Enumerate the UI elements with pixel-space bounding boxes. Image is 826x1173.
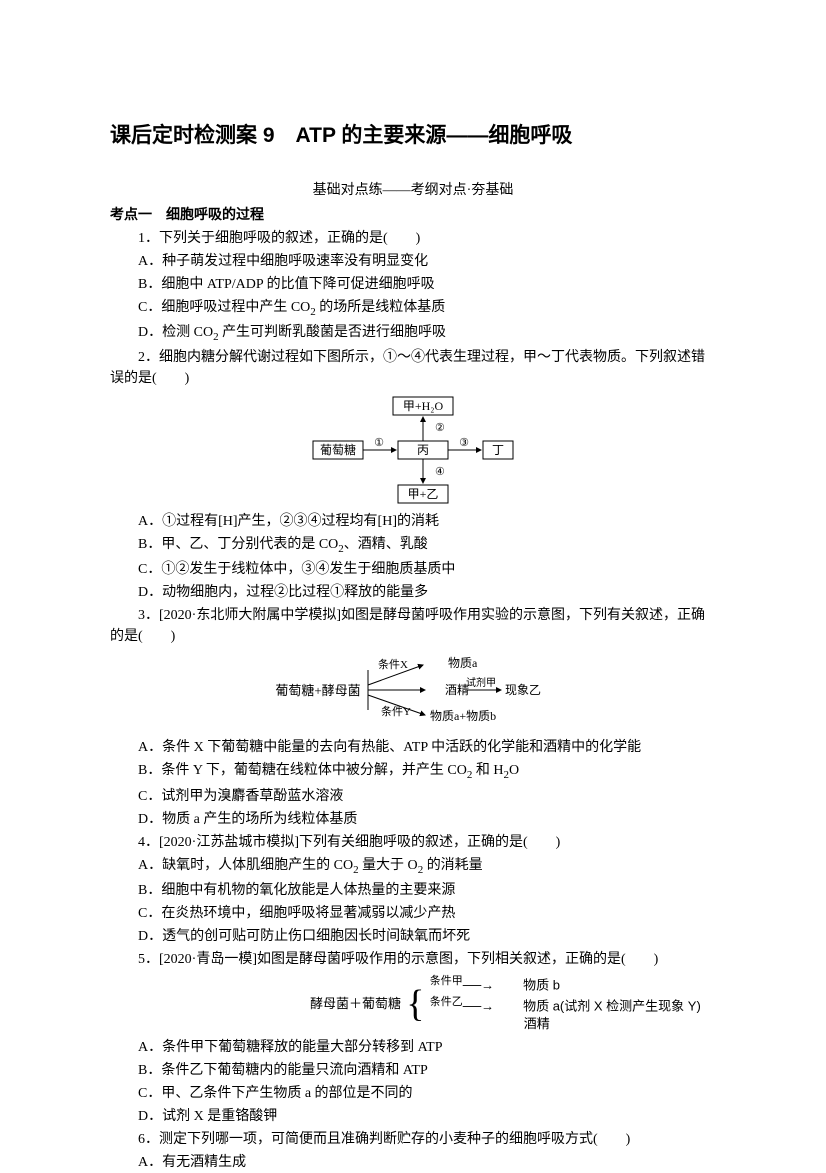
q5-diagram: 酵母菌＋葡萄糖 { 条件甲──→ 物质 b 条件乙──→ 物质 a(试剂 X 检…	[310, 974, 716, 1033]
q3-opt-c: C．试剂甲为溴麝香草酚蓝水溶液	[110, 786, 716, 807]
q3-diagram: 葡萄糖+酵母菌 条件X 物质a 酒精 试剂甲 现象乙 条件Y 物质a+物质b	[110, 653, 716, 731]
q4a-post: 的消耗量	[423, 858, 483, 873]
q4-opt-a: A．缺氧时，人体肌细胞产生的 CO2 量大于 O2 的消耗量	[110, 855, 716, 878]
d3-condx: 条件X	[378, 657, 408, 671]
d5-conda: 条件甲	[430, 975, 463, 987]
section-subtitle: 基础对点练——考纲对点·夯基础	[110, 180, 716, 201]
q4-opt-c: C．在炎热环境中，细胞呼吸将显著减弱以减少产热	[110, 903, 716, 924]
q3-opt-a: A．条件 X 下葡萄糖中能量的去向有热能、ATP 中活跃的化学能和酒精中的化学能	[110, 737, 716, 758]
topic-heading: 考点一 细胞呼吸的过程	[110, 205, 716, 226]
d5-r2: 物质 a(试剂 X 检测产生现象 Y)	[523, 998, 701, 1013]
q5-opt-b: B．条件乙下葡萄糖内的能量只流向酒精和 ATP	[110, 1060, 716, 1081]
q1-opt-c: C．细胞呼吸过程中产生 CO2 的场所是线粒体基质	[110, 297, 716, 320]
brace-icon: {	[406, 985, 424, 1023]
q3b-post: O	[509, 763, 519, 778]
q6-stem: 6．测定下列哪一项，可简便而且准确判断贮存的小麦种子的细胞呼吸方式( )	[110, 1129, 716, 1150]
q1d-post: 产生可判断乳酸菌是否进行细胞呼吸	[219, 325, 447, 340]
q2-opt-a: A．①过程有[H]产生，②③④过程均有[H]的消耗	[110, 511, 716, 532]
d3-phenom: 现象乙	[505, 683, 541, 697]
q1c-post: 的场所是线粒体基质	[316, 300, 446, 315]
d5-r1: 物质 b	[523, 977, 560, 992]
q1d-pre: D．检测 CO	[138, 325, 213, 340]
d3-reagent: 试剂甲	[466, 676, 496, 689]
d2-bottom: 甲+乙	[408, 487, 439, 501]
q4a-pre: A．缺氧时，人体肌细胞产生的 CO	[138, 858, 353, 873]
d2-n1: ①	[374, 437, 384, 449]
q2b-post: 、酒精、乳酸	[344, 537, 428, 552]
q2b-pre: B．甲、乙、丁分别代表的是 CO	[138, 537, 338, 552]
q1-opt-a: A．种子萌发过程中细胞呼吸速率没有明显变化	[110, 251, 716, 272]
d2-mid: 丙	[417, 443, 429, 457]
q4-opt-b: B．细胞中有机物的氧化放能是人体热量的主要来源	[110, 880, 716, 901]
d3-topright: 物质a	[448, 656, 478, 670]
q3b-pre: B．条件 Y 下，葡萄糖在线粒体中被分解，并产生 CO	[138, 763, 467, 778]
q3-stem: 3．[2020·东北师大附属中学模拟]如图是酵母菌呼吸作用实验的示意图，下列有关…	[110, 605, 716, 647]
q2-stem: 2．细胞内糖分解代谢过程如下图所示，①～④代表生理过程，甲～丁代表物质。下列叙述…	[110, 347, 716, 389]
d2-n3: ③	[459, 437, 469, 449]
q6-opt-a: A．有无酒精生成	[110, 1152, 716, 1173]
q3-opt-b: B．条件 Y 下，葡萄糖在线粒体中被分解，并产生 CO2 和 H2O	[110, 760, 716, 783]
d2-right: 丁	[492, 443, 504, 457]
d2-n2: ②	[435, 422, 445, 434]
q1c-pre: C．细胞呼吸过程中产生 CO	[138, 300, 310, 315]
d2-left: 葡萄糖	[320, 442, 356, 457]
q2-opt-b: B．甲、乙、丁分别代表的是 CO2、酒精、乳酸	[110, 534, 716, 557]
page-title: 课后定时检测案 9 ATP 的主要来源——细胞呼吸	[110, 120, 716, 152]
d5-condb: 条件乙	[430, 996, 463, 1008]
q3b-mid: 和 H	[472, 763, 503, 778]
q4-opt-d: D．透气的创可贴可防止伤口细胞因长时间缺氧而坏死	[110, 926, 716, 947]
d5-r3: 酒精	[524, 1016, 550, 1031]
q3-opt-d: D．物质 a 产生的场所为线粒体基质	[110, 809, 716, 830]
q5-stem: 5．[2020·青岛一模]如图是酵母菌呼吸作用的示意图，下列相关叙述，正确的是(…	[110, 949, 716, 970]
d3-condy: 条件Y	[381, 704, 411, 718]
q2-diagram: 甲+H₂O 葡萄糖 丙 丁 甲+乙 ① ② ③ ④	[110, 395, 716, 505]
q2-opt-d: D．动物细胞内，过程②比过程①释放的能量多	[110, 582, 716, 603]
q5-opt-c: C．甲、乙条件下产生物质 a 的部位是不同的	[110, 1083, 716, 1104]
q1-opt-d: D．检测 CO2 产生可判断乳酸菌是否进行细胞呼吸	[110, 322, 716, 345]
d2-n4: ④	[435, 466, 445, 478]
q1-stem: 1．下列关于细胞呼吸的叙述，正确的是( )	[110, 228, 716, 249]
q4a-mid: 量大于 O	[359, 858, 418, 873]
q5-opt-a: A．条件甲下葡萄糖释放的能量大部分转移到 ATP	[110, 1037, 716, 1058]
d5-left: 酵母菌＋葡萄糖	[310, 995, 401, 1013]
q2-opt-c: C．①②发生于线粒体中，③④发生于细胞质基质中	[110, 559, 716, 580]
d3-botright: 物质a+物质b	[430, 709, 496, 723]
q4-stem: 4．[2020·江苏盐城市模拟]下列有关细胞呼吸的叙述，正确的是( )	[110, 832, 716, 853]
d3-left: 葡萄糖+酵母菌	[275, 683, 360, 698]
q5-opt-d: D．试剂 X 是重铬酸钾	[110, 1106, 716, 1127]
q1-opt-b: B．细胞中 ATP/ADP 的比值下降可促进细胞呼吸	[110, 274, 716, 295]
d2-top: 甲+H₂O	[403, 399, 444, 413]
